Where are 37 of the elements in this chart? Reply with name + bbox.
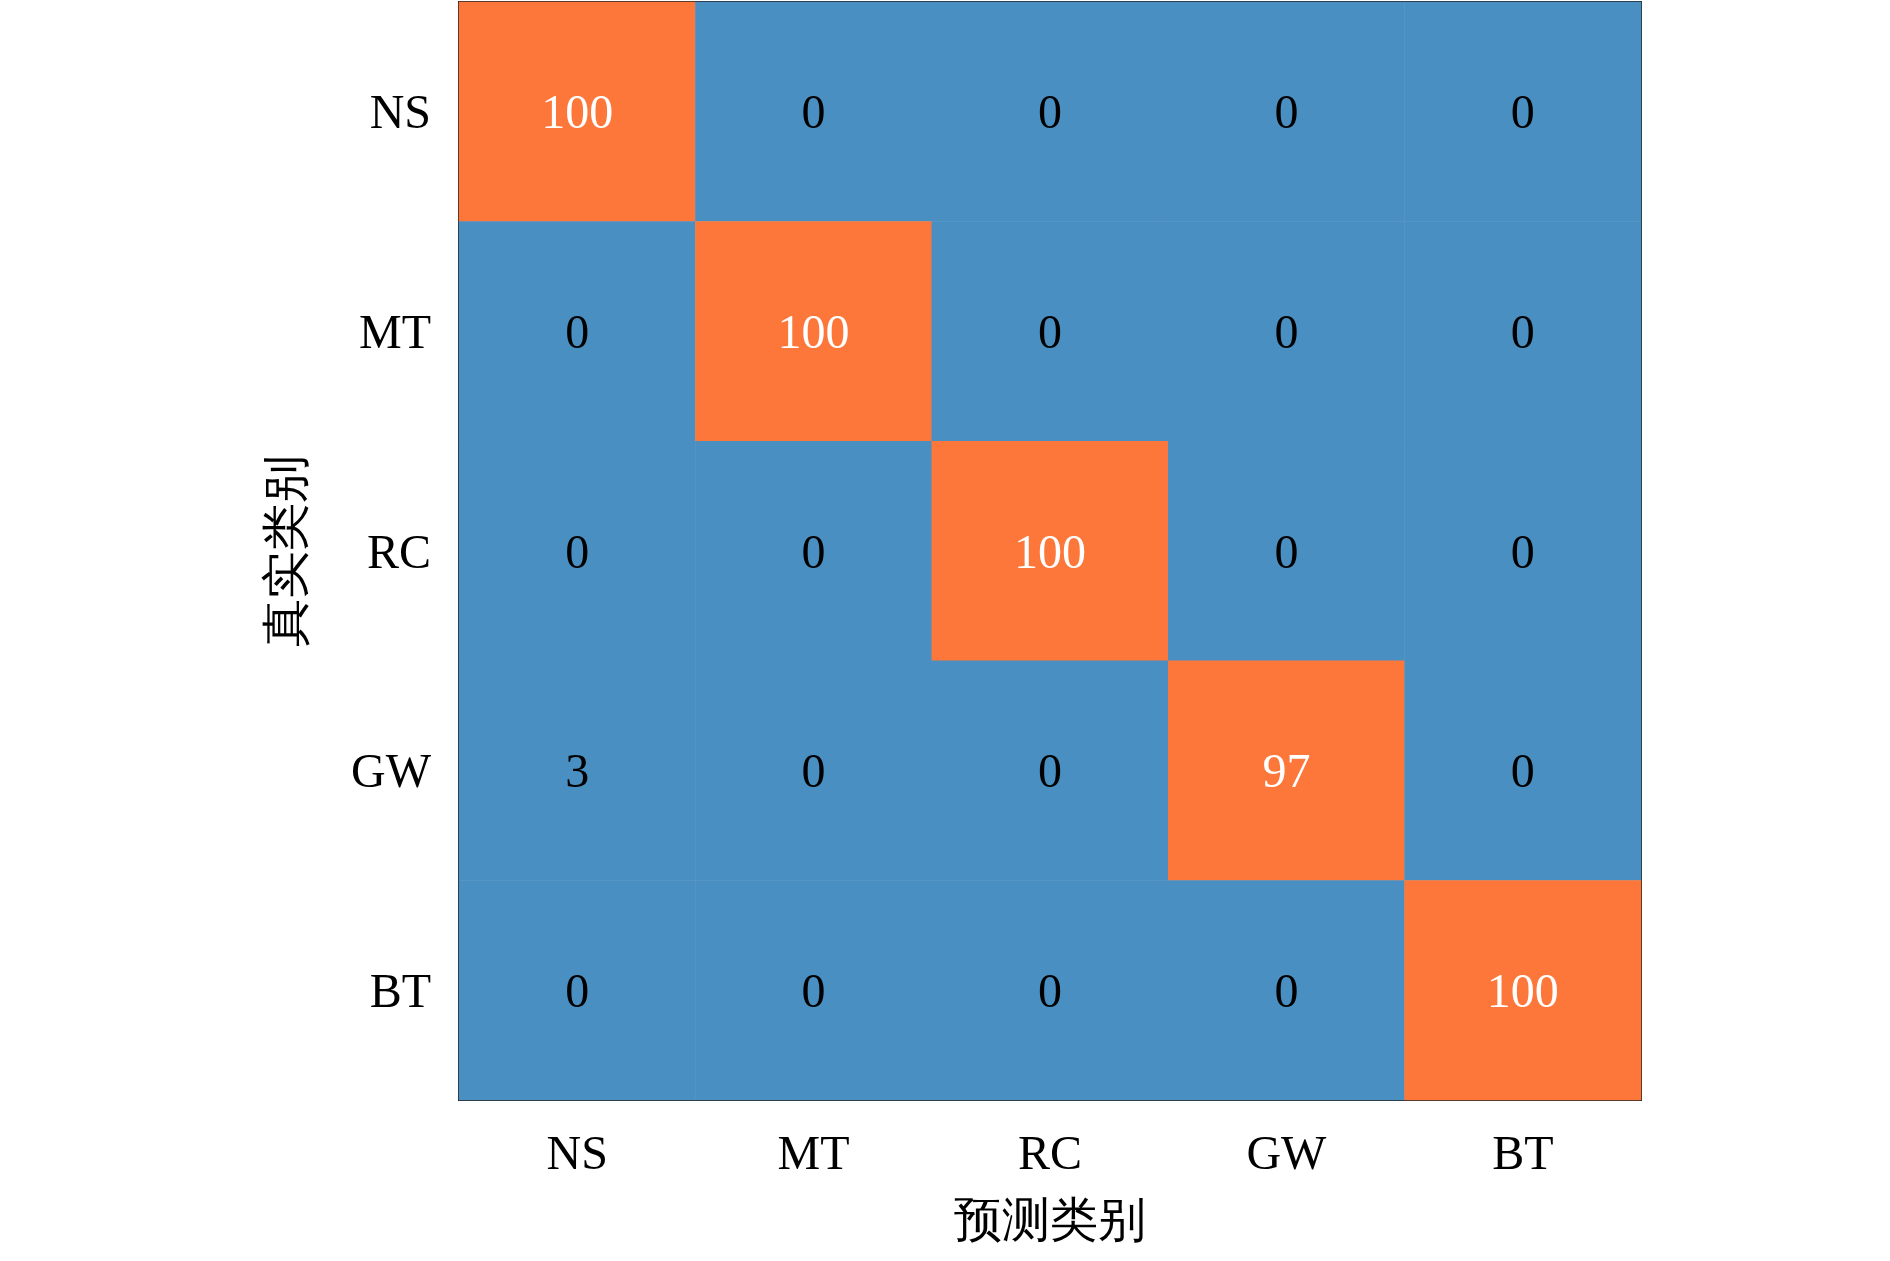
y-tick-label: BT: [369, 963, 431, 1017]
data-label: 0: [1038, 85, 1062, 139]
x-tick-label: GW: [1246, 1125, 1328, 1179]
data-label: 0: [1510, 524, 1535, 578]
data-label: 0: [801, 85, 826, 139]
data-label: 0: [1274, 963, 1299, 1017]
x-tick-label: NS: [546, 1125, 608, 1179]
data-label: 0: [1038, 963, 1062, 1017]
data-label: 0: [801, 963, 826, 1017]
data-label: 0: [565, 304, 590, 358]
x-axis-title: 预测类别: [954, 1192, 1146, 1246]
x-tick-label: MT: [777, 1125, 850, 1179]
data-label: 0: [1274, 85, 1299, 139]
data-label: 0: [801, 744, 826, 798]
data-label: 100: [1486, 963, 1559, 1017]
x-tick-label: BT: [1492, 1125, 1554, 1179]
y-tick-label: GW: [351, 744, 432, 798]
y-tick-label: RC: [366, 524, 431, 578]
data-label: 0: [1038, 304, 1062, 358]
data-label: 0: [565, 963, 590, 1017]
data-label: 0: [1274, 304, 1299, 358]
data-label: 0: [1510, 85, 1535, 139]
data-label: 0: [1274, 524, 1299, 578]
data-label: 100: [777, 304, 850, 358]
data-label: 0: [801, 524, 826, 578]
data-label: 3: [565, 744, 590, 798]
data-label: 0: [1038, 744, 1062, 798]
data-label: 100: [541, 85, 614, 139]
data-label: 100: [1014, 524, 1086, 578]
data-label: 0: [565, 524, 590, 578]
y-axis-title: 真实类别: [258, 455, 312, 647]
data-label: 0: [1510, 744, 1535, 798]
data-label: 97: [1262, 744, 1311, 798]
x-tick-label: RC: [1017, 1125, 1083, 1179]
data-label: 0: [1510, 304, 1535, 358]
y-tick-label: MT: [359, 304, 431, 358]
y-tick-label: NS: [369, 85, 431, 139]
